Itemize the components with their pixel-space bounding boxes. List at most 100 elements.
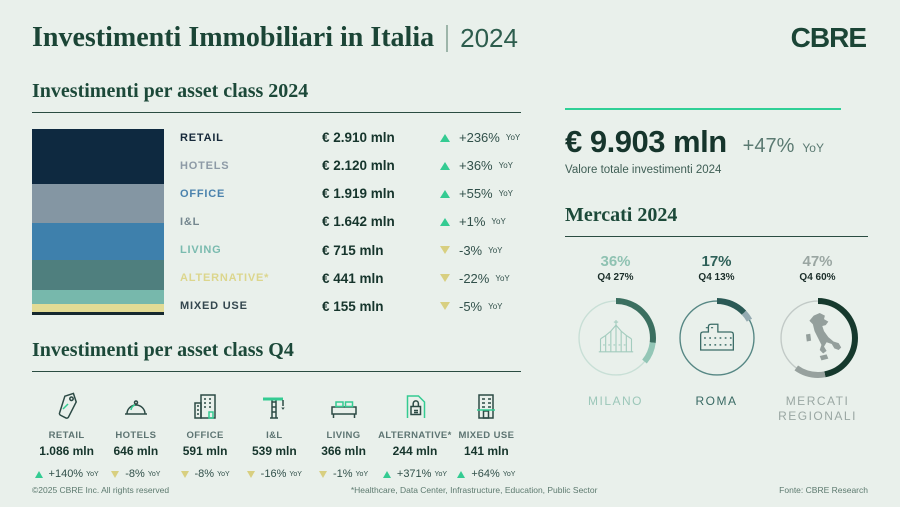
market-donut	[775, 295, 861, 386]
q4-label: MIXED USE	[458, 430, 515, 441]
bar-segment-hotels	[32, 183, 164, 224]
up-triangle-icon	[440, 161, 450, 170]
lock-document-icon	[398, 386, 432, 424]
asset-value: € 1.919 mln	[322, 186, 395, 202]
q4-label: HOTELS	[115, 430, 157, 441]
asset-change: +55% YoY	[440, 186, 513, 201]
q4-change: +64% YoY	[457, 468, 515, 480]
q4-value: 1.086 mln	[39, 444, 94, 458]
up-triangle-icon	[457, 470, 466, 478]
change-value: +371%	[396, 468, 432, 480]
total-value: € 9.903 mln	[565, 124, 727, 159]
total-accent-line	[565, 108, 841, 110]
page-title-text: Investimenti Immobiliari in Italia	[32, 22, 435, 53]
q4-item-mixed-use: MIXED USE 141 mln +64% YoY	[452, 386, 521, 480]
yoy-label: YoY	[502, 470, 516, 478]
yoy-label: YoY	[86, 470, 99, 478]
total-yoy-label: YoY	[802, 141, 824, 155]
q4-value: 539 mln	[251, 444, 297, 458]
down-triangle-icon	[318, 470, 327, 478]
asset-label: MIXED USE	[180, 300, 248, 313]
change-value: -8%	[125, 468, 145, 480]
change-value: +236%	[459, 130, 500, 145]
up-triangle-icon	[440, 133, 450, 142]
q4-change: -8% YoY	[111, 468, 160, 480]
change-value: -5%	[459, 298, 483, 314]
italy-map-icon	[805, 313, 841, 361]
asset-label: LIVING	[180, 244, 222, 257]
yoy-label: YoY	[491, 217, 506, 227]
yoy-label: YoY	[498, 189, 514, 199]
change-value: -16%	[260, 468, 287, 480]
change-value: -3%	[459, 242, 483, 258]
up-triangle-icon	[440, 189, 450, 198]
change-value: +1%	[459, 214, 486, 230]
q4-value: 366 mln	[321, 444, 366, 458]
market-q4-share: Q4 60%	[799, 272, 836, 283]
q4-label: LIVING	[326, 430, 361, 441]
price-tag-icon	[50, 386, 84, 424]
totals-and-markets-section: € 9.903 mln +47% YoY Valore totale inves…	[565, 108, 868, 424]
yoy-label: YoY	[495, 273, 510, 283]
milano-duomo-icon	[598, 319, 633, 353]
asset-table: RETAIL € 2.910 mln +236% YoY HOTELS € 2.120 m…	[180, 129, 521, 315]
bar-segment-il	[32, 259, 164, 291]
down-triangle-icon	[440, 246, 450, 255]
asset-change: -22% YoY	[440, 271, 510, 286]
change-value: +36%	[459, 158, 493, 174]
asset-row-office: OFFICE € 1.919 mln +55% YoY	[180, 186, 521, 201]
asset-value: € 155 mln	[322, 298, 384, 314]
bar-segment-mixed-use	[32, 312, 164, 315]
market-milano: 36% Q4 27% MILANO	[565, 253, 666, 424]
bar-segment-alternative	[32, 303, 164, 313]
donut-roma	[676, 298, 757, 378]
q4-change: -8% YoY	[180, 468, 230, 480]
q4-change: +371% YoY	[382, 468, 448, 480]
change-value: +64%	[471, 468, 500, 480]
asset-value: € 2.910 mln	[322, 130, 395, 145]
donut-milano	[575, 298, 656, 378]
bed-icon	[327, 386, 361, 424]
q4-change: +140% YoY	[34, 468, 99, 480]
asset-value: € 1.642 mln	[322, 214, 395, 230]
q4-value: 244 mln	[392, 444, 438, 458]
q4-item-living: LIVING 366 mln -1% YoY	[309, 386, 378, 480]
roma-colosseum-icon	[699, 323, 734, 351]
footer: ©2025 CBRE Inc. All rights reserved *Hea…	[32, 485, 868, 495]
q4-value: 591 mln	[182, 444, 228, 458]
asset-row-living: LIVING € 715 mln -3% YoY	[180, 243, 521, 258]
mercati-2024-heading: Mercati 2024	[565, 204, 868, 237]
asset-label: OFFICE	[180, 187, 226, 200]
asset-label: HOTELS	[180, 159, 230, 172]
up-triangle-icon	[440, 217, 450, 226]
asset-label: RETAIL	[180, 131, 224, 144]
bar-segment-retail	[32, 129, 164, 184]
title-divider	[446, 24, 449, 52]
yoy-label: YoY	[498, 161, 514, 171]
yoy-label: YoY	[434, 470, 448, 478]
asset-stacked-bar	[32, 129, 164, 315]
footer-copyright: ©2025 CBRE Inc. All rights reserved	[32, 485, 170, 495]
q4-label: RETAIL	[48, 430, 85, 441]
q4-item-retail: RETAIL 1.086 mln +140% YoY	[32, 386, 101, 480]
market-year-share: 36%	[600, 253, 631, 270]
yoy-label: YoY	[217, 470, 230, 478]
q4-label: OFFICE	[186, 430, 224, 441]
down-triangle-icon	[440, 274, 450, 283]
change-value: +140%	[48, 468, 84, 480]
asset-label: ALTERNATIVE*	[180, 272, 270, 285]
yoy-label: YoY	[488, 301, 503, 311]
bar-segment-office	[32, 223, 164, 260]
market-donut	[573, 295, 659, 386]
market-year-share: 47%	[802, 253, 833, 270]
change-value: -22%	[459, 270, 490, 286]
asset-value: € 715 mln	[322, 242, 384, 258]
market-donut	[674, 295, 760, 386]
down-triangle-icon	[440, 302, 450, 311]
asset-class-2024-heading: Investimenti per asset class 2024	[32, 80, 521, 113]
down-triangle-icon	[246, 470, 255, 478]
asset-value: € 2.120 mln	[322, 158, 395, 174]
donut-mercati-regionali	[777, 298, 858, 378]
asset-row-hotels: HOTELS € 2.120 mln +36% YoY	[180, 158, 521, 173]
